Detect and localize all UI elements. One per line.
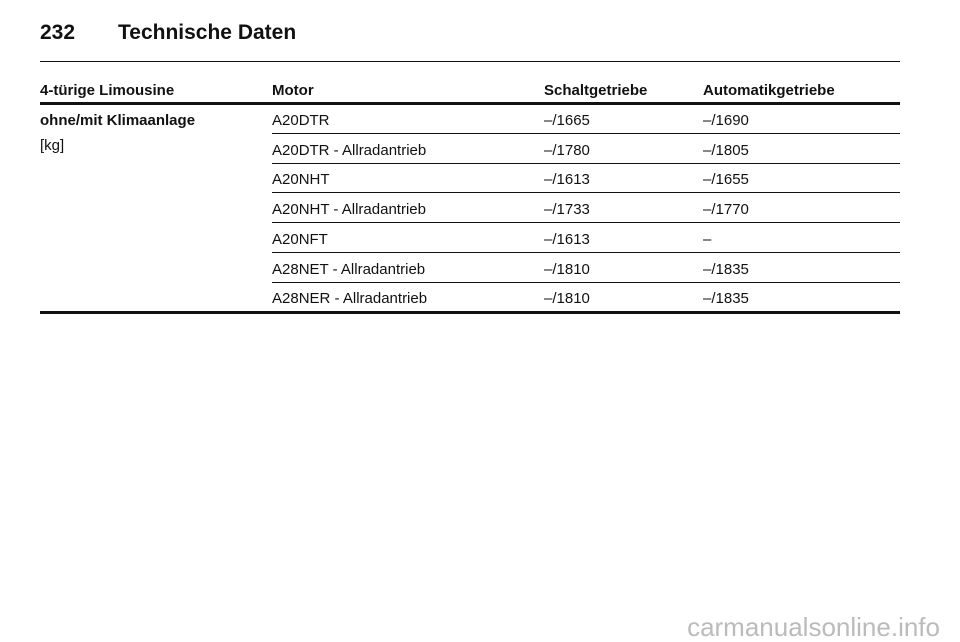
table-cell: –/1733 (544, 201, 590, 219)
table-cell: –/1835 (703, 290, 749, 308)
table-head-rule (40, 102, 900, 105)
table-cell: A20NFT (272, 230, 328, 248)
table-cell: –/1810 (544, 290, 590, 308)
table-bottom-rule (40, 311, 900, 314)
column-header: Automatikgetriebe (703, 82, 835, 99)
row-rule (272, 133, 900, 134)
table-cell: –/1835 (703, 260, 749, 278)
table-cell: – (703, 230, 712, 248)
row-rule (272, 192, 900, 193)
page-number: 232 (40, 21, 76, 44)
row-rule (272, 222, 900, 223)
table-cell: A20NHT - Allradantrieb (272, 201, 426, 219)
table-cell: –/1690 (703, 112, 749, 129)
column-header: Schaltgetriebe (544, 82, 648, 99)
table-cell: –/1613 (544, 230, 590, 248)
table-cell: –/1665 (544, 112, 590, 129)
table-cell: –/1810 (544, 260, 590, 278)
table-cell: A28NER - Allradantrieb (272, 290, 428, 308)
page-title: Technische Daten (118, 21, 297, 44)
column-header: 4-türige Limousine (40, 82, 175, 99)
row-rule (272, 163, 900, 164)
table-cell: A28NET - Allradantrieb (272, 260, 426, 278)
table-cell: –/1805 (703, 141, 749, 159)
row-label: ohne/mit Klimaanlage (40, 112, 196, 129)
table-cell: –/1613 (544, 171, 590, 189)
row-rule (272, 252, 900, 253)
row-unit: [kg] (40, 137, 65, 154)
watermark: carmanualsonline.info (687, 612, 940, 642)
table-cell: A20DTR - Allradantrieb (272, 141, 427, 159)
row-rule (272, 282, 900, 283)
header-rule (40, 61, 900, 62)
table-cell: –/1770 (703, 201, 749, 219)
table-cell: A20DTR (272, 112, 330, 129)
table-cell: A20NHT (272, 171, 330, 189)
table-cell: –/1655 (703, 171, 749, 189)
table-cell: –/1780 (544, 141, 590, 159)
column-header: Motor (272, 82, 314, 99)
